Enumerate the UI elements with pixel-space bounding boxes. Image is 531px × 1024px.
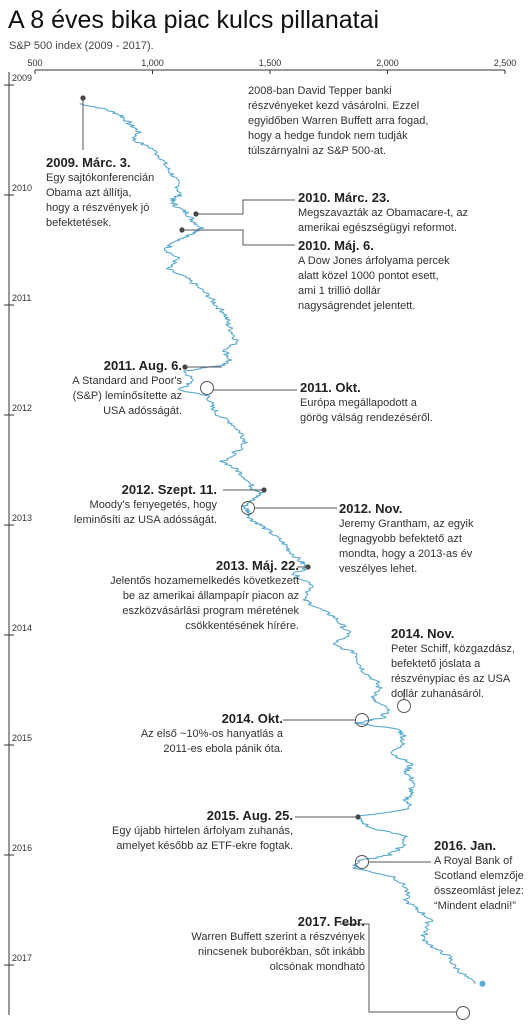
event-desc: Megszavazták az Obamacare-t, az (298, 207, 468, 219)
event-ring (355, 855, 369, 869)
event-leader (182, 229, 295, 246)
event-desc: Warren Buffett szerint a részvények (191, 931, 365, 943)
time-axis-tick-label: 2010 (12, 183, 32, 193)
intro-line: részvényeket kezd vásárolni. Ezzel (248, 100, 420, 112)
event-desc: ami 1 trillió dollár (298, 285, 381, 297)
series-end-dot (479, 980, 486, 987)
event-desc: USA adósságát. (103, 405, 182, 417)
event-desc: “Mindent eladni!” (434, 900, 516, 912)
event-2011-aug: 2011. Aug. 6. A Standard and Poor's (S&P… (72, 358, 182, 419)
event-desc: csökkentésének hírére. (185, 620, 299, 632)
event-desc: amelyet később az ETF-ekre fogtak. (116, 840, 293, 852)
time-axis-tick-label: 2015 (12, 733, 32, 743)
event-2011-oct: 2011. Okt. Európa megállapodott a görög … (300, 380, 433, 426)
event-date: 2009. Márc. 3. (46, 155, 131, 170)
event-desc: A Dow Jones árfolyama percek (298, 255, 450, 267)
event-desc: Scotland elemzője (434, 870, 524, 882)
event-desc: Moody's fenyegetés, hogy (89, 499, 217, 511)
event-ring (456, 1006, 470, 1020)
event-ring (355, 713, 369, 727)
intro-line: 2008-ban David Tepper banki (248, 85, 392, 97)
event-desc: Obama azt állítja, (46, 187, 132, 199)
value-axis-tick-label: 2,000 (376, 58, 399, 68)
event-desc: 2011-es ebola pánik óta. (163, 743, 283, 755)
event-desc: Peter Schiff, közgazdász, (391, 643, 515, 655)
event-desc: amerikai egészségügyi reformot. (298, 222, 457, 234)
event-leader (340, 923, 457, 1013)
event-desc: A Royal Bank of (434, 855, 513, 867)
event-desc: eszközvásárlási program méretének (122, 605, 299, 617)
time-axis-tick-label: 2013 (12, 513, 32, 523)
event-date: 2010. Máj. 6. (298, 238, 374, 253)
value-axis-tick-label: 1,000 (141, 58, 164, 68)
intro-text: 2008-ban David Tepper banki részvényeket… (248, 84, 428, 159)
event-desc: részvénypiac és az USA (391, 673, 511, 685)
event-desc: alatt közel 1000 pontot esett, (298, 270, 439, 282)
event-desc: Jelentős hozamemelkedés következett (110, 575, 299, 587)
event-2012-sep: 2012. Szept. 11. Moody's fenyegetés, hog… (74, 482, 217, 528)
event-desc: Egy újabb hirtelen árfolyam zuhanás, (112, 825, 293, 837)
event-desc: Az első ~10%-os hanyatlás a (140, 728, 283, 740)
event-2013-may: 2013. Máj. 22. Jelentős hozamemelkedés k… (110, 558, 299, 634)
event-desc: nincsenek buborékban, sőt inkább (198, 946, 365, 958)
event-desc: mondta, hogy a 2013-as év (339, 548, 473, 560)
event-2014-nov: 2014. Nov. Peter Schiff, közgazdász, bef… (391, 626, 515, 702)
event-desc: összeomlást jelez: (434, 885, 524, 897)
intro-line: hogy a hedge fundok nem tudják (248, 130, 408, 142)
event-desc: befektető jóslata a (391, 658, 481, 670)
time-axis-tick-label: 2014 (12, 623, 32, 633)
value-axis-tick-label: 1,500 (259, 58, 282, 68)
page-subtitle: S&P 500 index (2009 - 2017). (9, 40, 154, 52)
time-axis-tick-label: 2012 (12, 403, 32, 413)
event-desc: dollár zuhanásáról. (391, 688, 484, 700)
event-2010-may: 2010. Máj. 6. A Dow Jones árfolyama perc… (298, 238, 450, 314)
event-date: 2016. Jan. (434, 838, 497, 853)
event-ring (200, 381, 214, 395)
event-date: 2010. Márc. 23. (298, 190, 390, 205)
event-date: 2011. Aug. 6. (103, 358, 182, 373)
value-axis-tick-label: 2,500 (494, 58, 517, 68)
event-desc: legnagyobb befektető azt (339, 533, 462, 545)
event-2012-nov: 2012. Nov. Jeremy Grantham, az egyik leg… (339, 501, 474, 577)
event-date: 2014. Nov. (391, 626, 455, 641)
event-desc: befektetések. (46, 217, 112, 229)
event-desc: be az amerikai állampapír piacon az (122, 590, 299, 602)
event-ring (241, 501, 255, 515)
event-desc: (S&P) leminősítette az (72, 390, 182, 402)
sp500-line (79, 103, 476, 984)
time-axis-tick-label: 2017 (12, 953, 32, 963)
event-date: 2012. Nov. (339, 501, 403, 516)
event-desc: veszélyes lehet. (339, 563, 418, 575)
event-date: 2017. Febr. (297, 914, 365, 929)
intro-line: egyidőben Warren Buffett arra fogad, (248, 115, 429, 127)
event-desc: leminősíti az USA adósságát. (73, 514, 217, 526)
event-date: 2012. Szept. 11. (121, 482, 217, 497)
event-2017-feb: 2017. Febr. Warren Buffett szerint a rés… (191, 914, 365, 975)
event-desc: hogy a részvények jó (46, 202, 150, 214)
event-desc: Európa megállapodott a (300, 397, 417, 409)
event-leader (196, 199, 295, 215)
event-2015-aug: 2015. Aug. 25. Egy újabb hirtelen árfoly… (112, 808, 293, 854)
time-axis-tick-label: 2011 (12, 293, 31, 303)
event-desc: görög válság rendezéséről. (300, 412, 433, 424)
event-date: 2015. Aug. 25. (206, 808, 293, 823)
event-date: 2013. Máj. 22. (215, 558, 299, 573)
event-desc: Egy sajtókonferencián (46, 172, 155, 184)
event-date: 2011. Okt. (300, 380, 361, 395)
event-desc: Jeremy Grantham, az egyik (339, 518, 474, 530)
time-axis-tick-label: 2009 (12, 73, 32, 83)
time-axis-tick-label: 2016 (12, 843, 32, 853)
event-2010-mar: 2010. Márc. 23. Megszavazták az Obamacar… (298, 190, 468, 236)
event-2014-oct: 2014. Okt. Az első ~10%-os hanyatlás a 2… (141, 711, 283, 757)
event-desc: A Standard and Poor's (72, 375, 182, 387)
event-date: 2014. Okt. (221, 711, 283, 726)
page-title: A 8 éves bika piac kulcs pillanatai (8, 6, 380, 34)
event-desc: olcsónak mondható (269, 961, 365, 973)
intro-line: túlszárnyalni az S&P 500-at. (248, 145, 386, 157)
event-2016-jan: 2016. Jan. A Royal Bank of Scotland elem… (434, 838, 524, 914)
event-desc: nagyságrendet jelentett. (298, 300, 416, 312)
value-axis-tick-label: 500 (27, 58, 42, 68)
event-2009-mar: 2009. Márc. 3. Egy sajtókonferencián Oba… (46, 155, 154, 231)
